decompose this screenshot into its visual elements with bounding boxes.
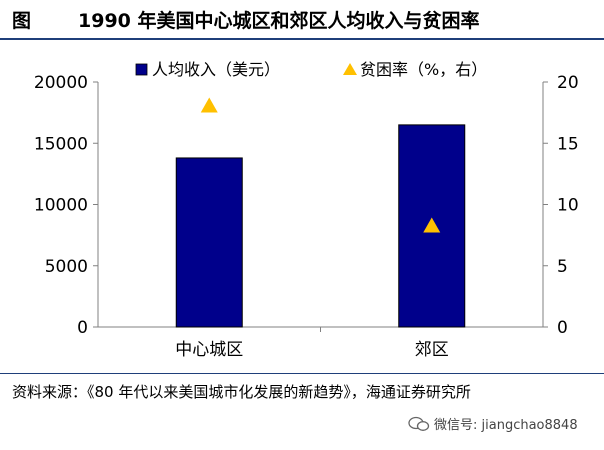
- figure-label: 图: [12, 9, 32, 32]
- right-y-tick-label: 0: [557, 318, 568, 338]
- watermark: 微信号: jiangchao8848: [408, 414, 578, 433]
- x-tick-label: 中心城区: [175, 340, 243, 360]
- bar-chart: 0 5000 10000 15000 20000 0 5 10 15 20 中心城区 郊区 人均收入（美…: [34, 60, 579, 360]
- left-y-tick-label: 5000: [45, 257, 88, 277]
- left-y-tick-label: 20000: [34, 73, 88, 93]
- footer-divider: [0, 373, 604, 374]
- right-y-tick-label: 20: [557, 73, 579, 93]
- right-y-tick-label: 10: [557, 196, 579, 216]
- watermark-text: 微信号: jiangchao8848: [434, 418, 578, 433]
- left-y-tick-label: 15000: [34, 134, 88, 154]
- left-y-tick-label: 10000: [34, 196, 88, 216]
- x-tick-label: 郊区: [415, 340, 449, 360]
- legend-swatch-income: [135, 63, 148, 76]
- source-note: 资料来源：《80 年代以来美国城市化发展的新趋势》，海通证券研究所: [12, 383, 471, 401]
- poverty-rate-marker: [423, 217, 441, 233]
- poverty-rate-marker: [200, 97, 218, 113]
- chart-area: 0 5000 10000 15000 20000 0 5 10 15 20 中心城区 郊区 人均收入（美…: [0, 44, 604, 374]
- left-y-tick-label: 0: [77, 318, 88, 338]
- chart-title: 1990 年美国中心城区和郊区人均收入与贫困率: [78, 9, 480, 32]
- legend-swatch-poverty: [343, 63, 357, 75]
- income-bar: [175, 157, 243, 328]
- wechat-icon: [408, 416, 430, 431]
- right-y-tick-label: 15: [557, 134, 579, 154]
- legend-label: 人均收入（美元）: [152, 60, 280, 79]
- right-y-tick-label: 5: [557, 257, 568, 277]
- figure-header: 图 1990 年美国中心城区和郊区人均收入与贫困率: [0, 0, 604, 40]
- legend-label: 贫困率（%，右）: [360, 60, 487, 79]
